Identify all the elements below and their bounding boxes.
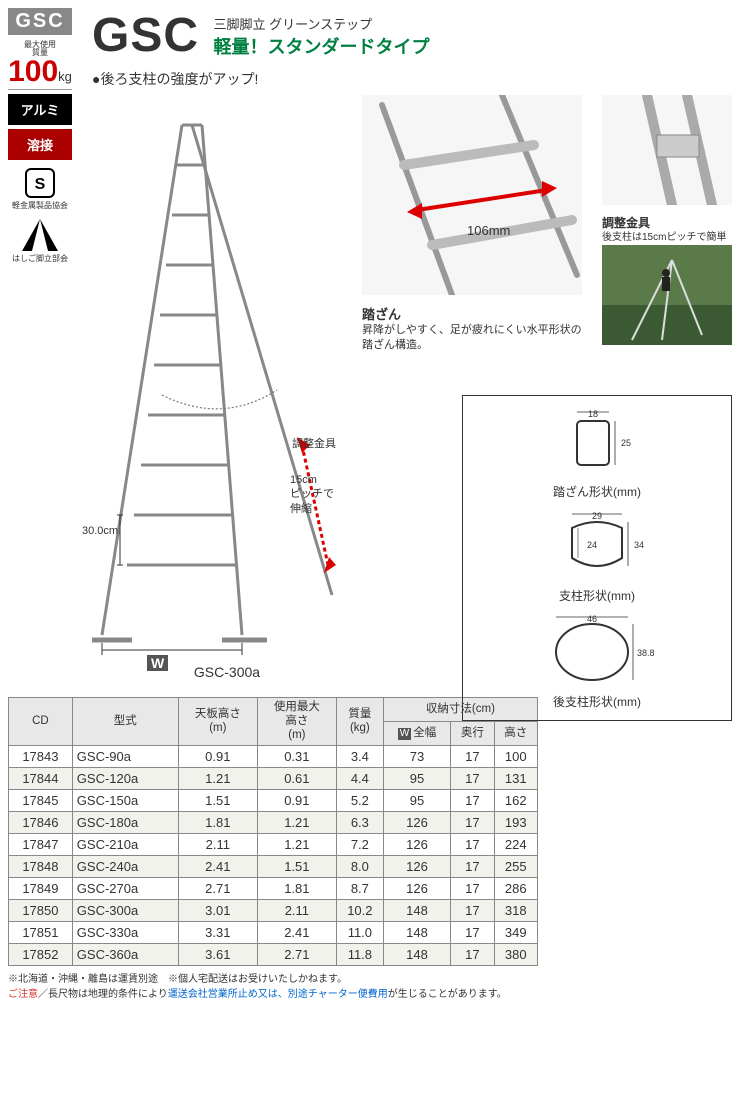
badge-code: GSC	[8, 8, 72, 35]
note-2: ご注意／長尺物は地理的条件により運送会社営業所止め又は、別途チャーター便費用が生…	[8, 987, 732, 1002]
th-depth: 奥行	[451, 722, 494, 746]
badge-joint: 溶接	[8, 129, 72, 160]
adjust-title: 調整金具	[602, 214, 732, 231]
ladder-figure: 30.0cm W 調整金具 15cm ピッチで 伸縮 GSC-300a	[92, 95, 362, 680]
pitch-label: 15cm ピッチで 伸縮	[290, 473, 334, 516]
svg-text:18: 18	[588, 409, 598, 419]
profile-rear: 46 38.8 後支柱形状(mm)	[471, 614, 723, 710]
th-cd: CD	[9, 698, 73, 746]
step-title: 踏ざん	[362, 304, 592, 323]
cert1-label: 軽金属製品協会	[8, 202, 72, 211]
title-sub2: 軽量！スタンダードタイプ	[213, 33, 429, 59]
profile-rear-label: 後支柱形状(mm)	[471, 693, 723, 710]
svg-text:46: 46	[587, 614, 597, 624]
step-figure: 106mm 踏ざん 昇降がしやすく、足が疲れにくい水平形状の踏ざん構造。	[362, 95, 592, 354]
note-link: 運送会社営業所止め又は、別途チャーター便費用	[168, 989, 388, 1000]
cert-ladder: はしご脚立部会	[8, 217, 72, 264]
profile-step: 18 25 踏ざん形状(mm)	[471, 406, 723, 500]
svg-text:24: 24	[587, 540, 597, 550]
badge-column: GSC 最大使用 質量 100kg アルミ 溶接 S 軽金属製品協会 はしご脚立…	[8, 8, 78, 264]
title-sub1: 三脚脚立 グリーンステップ	[213, 14, 429, 33]
step-body: 昇降がしやすく、足が疲れにくい水平形状の踏ざん構造。	[362, 323, 592, 354]
notes: ※北海道・沖縄・離島は運賃別途 ※個人宅配送はお受けいたしかねます。 ご注意／長…	[8, 972, 732, 1002]
note-1: ※北海道・沖縄・離島は運賃別途 ※個人宅配送はお受けいたしかねます。	[8, 972, 732, 987]
badge-maxload-value: 100	[8, 53, 58, 88]
title-main: GSC	[92, 8, 199, 63]
svg-text:25: 25	[621, 438, 631, 448]
profile-box: 18 25 踏ざん形状(mm) 29 34 24 支柱形状(mm)	[462, 395, 732, 721]
spec-table: CD 型式 天板高さ (m) 使用最大 高さ (m) 質量 (kg) 収納寸法(…	[8, 697, 538, 966]
adjust-fixture-label: 調整金具	[292, 435, 336, 451]
table-row: 17849GSC-270a2.711.818.712617286	[9, 878, 538, 900]
illustration-row: 30.0cm W 調整金具 15cm ピッチで 伸縮 GSC-300a	[92, 95, 732, 695]
badge-maxload: 最大使用 質量 100kg	[8, 39, 72, 90]
badge-maxload-unit: kg	[58, 70, 72, 83]
table-row: 17846GSC-180a1.811.216.312617193	[9, 812, 538, 834]
svg-text:29: 29	[592, 511, 602, 521]
svg-text:S: S	[35, 176, 46, 193]
table-row: 17845GSC-150a1.510.915.29517162	[9, 790, 538, 812]
profile-pillar-label: 支柱形状(mm)	[471, 587, 723, 604]
th-model: 型式	[72, 698, 178, 746]
profile-step-label: 踏ざん形状(mm)	[471, 483, 723, 500]
table-row: 17850GSC-300a3.012.1110.214817318	[9, 900, 538, 922]
table-row: 17852GSC-360a3.612.7111.814817380	[9, 944, 538, 966]
badge-material: アルミ	[8, 94, 72, 125]
th-mass: 質量 (kg)	[336, 698, 383, 746]
svg-text:38.8: 38.8	[637, 648, 655, 658]
th-maxh: 使用最大 高さ (m)	[257, 698, 336, 746]
th-height: 高さ	[494, 722, 537, 746]
step-width-text: 106mm	[467, 223, 510, 238]
note-warn-label: ご注意	[8, 989, 38, 1000]
cert-sg: S 軽金属製品協会	[8, 166, 72, 211]
table-row: 17844GSC-120a1.210.614.49517131	[9, 768, 538, 790]
cert2-label: はしご脚立部会	[8, 255, 72, 264]
ladder-model: GSC-300a	[92, 664, 362, 680]
th-toph: 天板高さ (m)	[178, 698, 257, 746]
usage-photo	[602, 245, 732, 345]
step-height-label: 30.0cm	[82, 525, 118, 537]
header: GSC 三脚脚立 グリーンステップ 軽量！スタンダードタイプ ●後ろ支柱の強度が…	[92, 8, 732, 89]
table-row: 17848GSC-240a2.411.518.012617255	[9, 856, 538, 878]
table-row: 17851GSC-330a3.312.4111.014817349	[9, 922, 538, 944]
table-row: 17843GSC-90a0.910.313.47317100	[9, 746, 538, 768]
title-sub: 三脚脚立 グリーンステップ 軽量！スタンダードタイプ	[213, 14, 429, 59]
feature-line: ●後ろ支柱の強度がアップ!	[92, 69, 732, 89]
svg-text:34: 34	[634, 540, 644, 550]
w-mark: W	[147, 655, 168, 671]
table-row: 17847GSC-210a2.111.217.212617224	[9, 834, 538, 856]
th-width: W全幅	[383, 722, 450, 746]
profile-pillar: 29 34 24 支柱形状(mm)	[471, 510, 723, 604]
